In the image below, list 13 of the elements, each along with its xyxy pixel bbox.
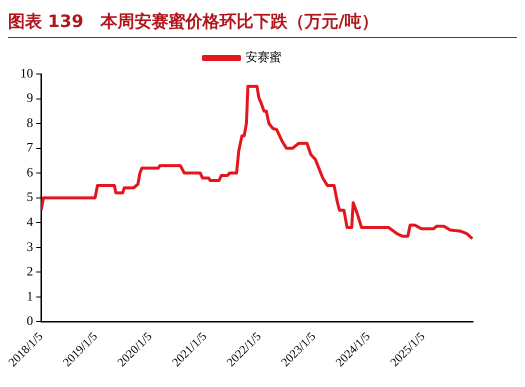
y-tick-label: 3 (26, 238, 34, 254)
y-tick-label: 7 (26, 140, 34, 155)
y-tick-label: 8 (26, 114, 34, 130)
y-tick-label: 0 (26, 313, 34, 328)
chart-title: 图表 139 本周安赛蜜价格环比下跌（万元/吨） (8, 8, 517, 38)
y-tick-label: 9 (26, 90, 34, 106)
y-tick-label: 4 (26, 214, 34, 230)
y-tick-label: 2 (26, 264, 34, 279)
y-tick-label: 5 (26, 189, 34, 204)
legend-label: 安赛蜜 (246, 50, 282, 64)
y-tick-label: 1 (26, 288, 34, 304)
y-tick-label: 10 (20, 65, 34, 80)
y-tick-label: 6 (26, 164, 34, 180)
